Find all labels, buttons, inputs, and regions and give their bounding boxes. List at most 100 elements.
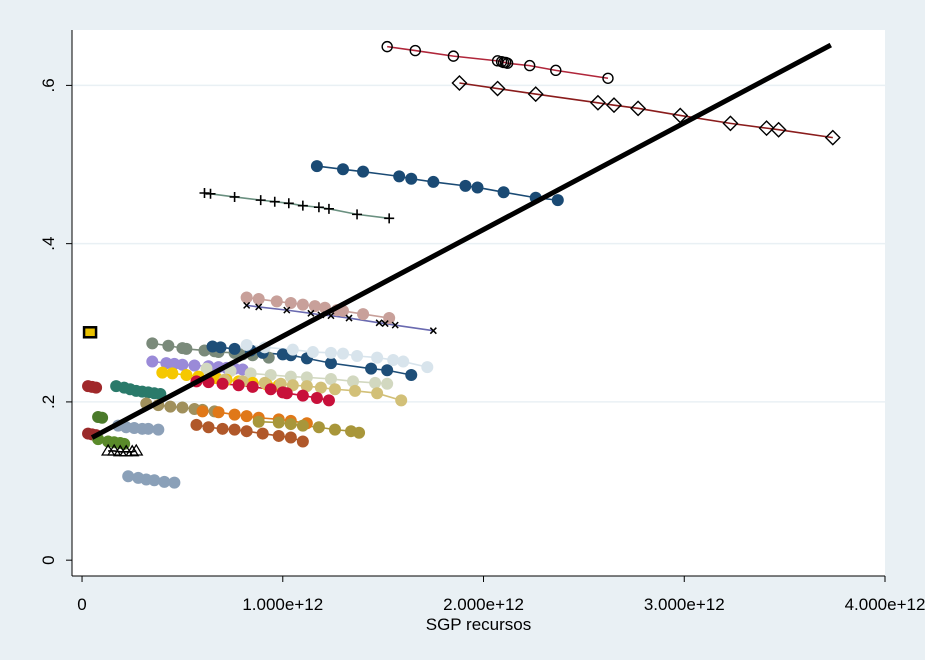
data-point <box>216 422 229 435</box>
series-line <box>459 82 833 139</box>
data-point <box>164 400 177 413</box>
data-point <box>421 361 434 374</box>
x-tick-label: 3.000e+12 <box>644 595 725 614</box>
data-point <box>351 350 364 363</box>
data-point <box>630 100 647 117</box>
data-point <box>489 80 506 97</box>
data-point <box>180 342 193 355</box>
y-tick-label: 0 <box>39 555 58 564</box>
data-point <box>246 380 259 393</box>
data-point <box>324 357 337 370</box>
data-point <box>146 355 159 368</box>
plot-area <box>72 30 885 576</box>
data-point <box>523 59 536 72</box>
data-point <box>310 160 323 173</box>
data-point <box>142 422 155 435</box>
data-point <box>758 120 775 137</box>
data-point <box>252 415 265 428</box>
data-point <box>527 86 544 103</box>
data-point <box>722 115 739 132</box>
data-point <box>269 196 280 207</box>
data-point <box>365 362 378 375</box>
data-point <box>202 421 215 434</box>
data-point <box>190 418 203 431</box>
data-point <box>337 347 349 360</box>
data-point <box>353 426 366 439</box>
data-point <box>229 191 240 202</box>
data-point <box>232 379 245 392</box>
data-point <box>357 308 370 321</box>
data-point <box>429 327 437 335</box>
data-point <box>214 341 227 354</box>
data-point <box>240 338 253 351</box>
data-point <box>205 188 216 199</box>
data-point <box>337 163 349 176</box>
data-point <box>447 50 460 62</box>
data-point <box>240 425 253 438</box>
data-point <box>240 291 253 304</box>
data-point <box>397 355 410 368</box>
data-point <box>349 384 362 397</box>
data-point <box>252 293 265 306</box>
data-point <box>427 175 440 188</box>
data-point <box>375 319 383 327</box>
data-point <box>310 391 323 404</box>
data-point <box>284 297 297 309</box>
data-point <box>156 366 169 379</box>
data-point <box>824 129 841 146</box>
data-point <box>212 406 225 419</box>
data-point <box>240 410 253 423</box>
data-point <box>300 371 313 384</box>
data-point <box>284 418 297 431</box>
series-line <box>387 45 609 80</box>
data-point <box>180 369 193 382</box>
data-point <box>283 306 291 314</box>
data-point <box>82 326 98 339</box>
data-point <box>176 358 189 371</box>
fit-line <box>90 42 832 440</box>
data-point <box>313 202 324 213</box>
data-point <box>322 394 335 407</box>
data-point <box>357 165 370 178</box>
data-point <box>381 377 394 390</box>
x-tick-label: 0 <box>77 595 86 614</box>
data-point <box>328 383 341 396</box>
series-points <box>82 40 841 489</box>
data-point <box>152 423 165 436</box>
data-point <box>501 57 514 69</box>
data-point <box>497 186 510 199</box>
data-point <box>216 377 229 390</box>
data-point <box>228 408 241 421</box>
data-point <box>256 427 269 440</box>
data-point <box>283 198 294 209</box>
data-point <box>307 309 315 317</box>
data-point <box>296 419 309 432</box>
data-point <box>296 435 309 448</box>
data-point <box>606 97 622 114</box>
data-point <box>312 421 325 434</box>
data-point <box>228 423 241 436</box>
data-point <box>255 195 266 206</box>
data-point <box>96 411 109 424</box>
data-point <box>90 381 103 394</box>
y-tick-label: .4 <box>39 237 58 251</box>
data-point <box>405 369 418 382</box>
data-point <box>243 301 251 309</box>
data-point <box>324 372 337 385</box>
data-point <box>384 213 395 224</box>
data-point <box>324 346 337 359</box>
data-point <box>381 40 393 53</box>
data-point <box>345 314 353 322</box>
data-point <box>228 342 241 355</box>
data-point <box>168 476 181 489</box>
data-point <box>284 431 297 444</box>
data-point <box>391 321 399 329</box>
data-point <box>383 312 396 325</box>
data-point <box>296 389 309 402</box>
axes: 0 1.000e+12 2.000e+12 3.000e+12 4.000e+12 0 .2… <box>39 30 925 614</box>
data-point <box>471 181 484 194</box>
data-point <box>200 362 213 375</box>
data-point <box>148 474 161 487</box>
